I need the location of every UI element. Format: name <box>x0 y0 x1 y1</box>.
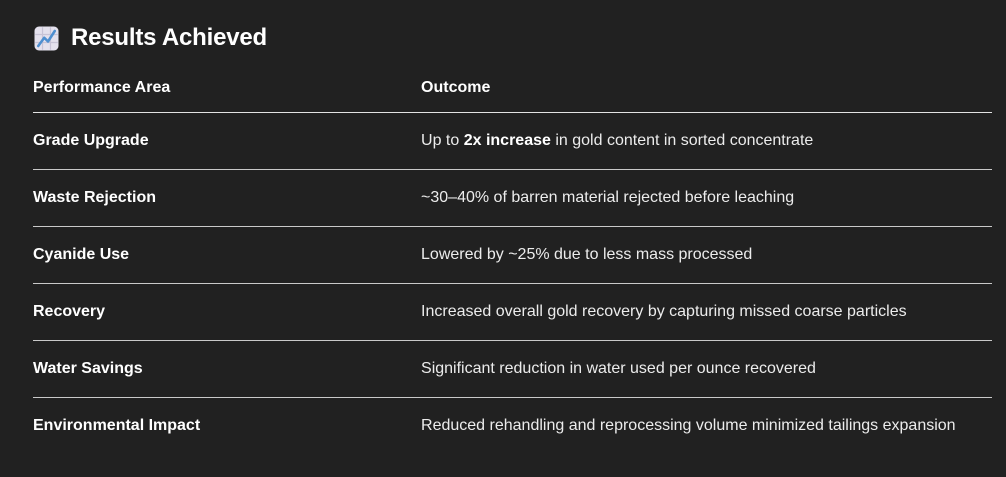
table-row: Water Savings Significant reduction in w… <box>33 340 992 398</box>
performance-area-cell: Recovery <box>33 283 422 341</box>
table-row: Grade Upgrade Up to 2x increase in gold … <box>33 112 992 170</box>
section-title-bar: Results Achieved <box>33 23 992 53</box>
table-row: Cyanide Use Lowered by ~25% due to less … <box>33 226 992 284</box>
page-title: Results Achieved <box>71 24 267 51</box>
outcome-bold-text: 2x increase <box>463 132 551 149</box>
results-table: Performance Area Outcome Grade Upgrade U… <box>33 74 992 454</box>
table-header-row: Performance Area Outcome <box>33 74 992 113</box>
column-header-outcome: Outcome <box>421 74 992 113</box>
outcome-cell: Up to 2x increase in gold content in sor… <box>421 112 992 170</box>
outcome-cell: ~30–40% of barren material rejected befo… <box>421 169 992 227</box>
column-header-performance-area: Performance Area <box>33 74 422 113</box>
outcome-cell: Reduced rehandling and reprocessing volu… <box>421 417 956 434</box>
table-row: Waste Rejection ~30–40% of barren materi… <box>33 169 992 227</box>
performance-area-cell: Waste Rejection <box>33 169 422 227</box>
chart-increasing-icon <box>34 26 59 50</box>
performance-area-cell: Environmental Impact <box>33 417 201 434</box>
outcome-cell: Lowered by ~25% due to less mass process… <box>421 226 992 284</box>
table-row: Environmental Impact Reduced rehandling … <box>33 398 992 455</box>
outcome-text: in gold content in sorted concentrate <box>550 132 814 149</box>
outcome-cell: Significant reduction in water used per … <box>421 340 992 398</box>
performance-area-cell: Water Savings <box>33 340 422 398</box>
outcome-text: Up to <box>421 132 464 149</box>
table-row: Recovery Increased overall gold recovery… <box>33 283 992 341</box>
performance-area-cell: Cyanide Use <box>33 226 422 284</box>
results-section: Results Achieved Performance Area Outcom… <box>33 23 992 454</box>
performance-area-cell: Grade Upgrade <box>33 112 422 170</box>
outcome-cell: Increased overall gold recovery by captu… <box>421 283 992 341</box>
